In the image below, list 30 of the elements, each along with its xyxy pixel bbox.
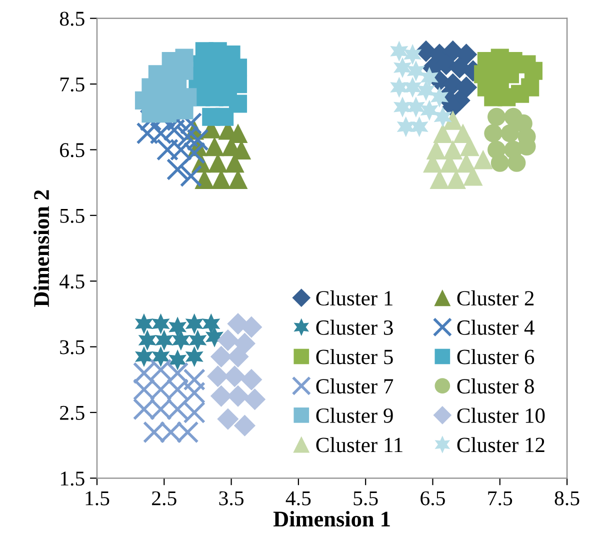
legend-label: Cluster 12 (457, 437, 544, 452)
y-tick-label: 8.5 (60, 12, 84, 26)
x-tick-label: 1.5 (86, 491, 110, 506)
legend-label: Cluster 7 (316, 378, 394, 394)
y-tick-label: 3.5 (60, 340, 84, 354)
y-tick-label: 5.5 (60, 208, 84, 223)
x-axis-title: Dimension 1 (273, 510, 390, 527)
x-tick-label: 5.5 (354, 491, 378, 506)
legend-label: Cluster 1 (316, 290, 392, 306)
x-tick-label: 3.5 (219, 491, 244, 506)
y-axis-title: Dimension 2 (33, 190, 50, 307)
x-tick-label: 6.5 (420, 491, 445, 506)
legend-label: Cluster 8 (457, 378, 534, 394)
legend-label: Cluster 9 (316, 408, 393, 423)
x-tick-label: 7.5 (488, 491, 512, 506)
x-tick-label: 4.5 (286, 491, 311, 506)
legend-label: Cluster 2 (457, 290, 534, 306)
y-tick-label: 1.5 (60, 472, 84, 486)
legend-label: Cluster 5 (316, 349, 393, 364)
legend-label: Cluster 10 (457, 408, 545, 423)
y-tick-label: 4.5 (60, 274, 84, 289)
legend-label: Cluster 3 (316, 320, 393, 335)
legend-label: Cluster 6 (457, 349, 534, 364)
x-tick-label: 2.5 (152, 491, 176, 506)
legend-label: Cluster 11 (316, 437, 402, 452)
x-tick-label: 8.5 (554, 491, 580, 506)
legend-label: Cluster 4 (457, 320, 534, 335)
y-tick-label: 2.5 (60, 406, 84, 420)
y-tick-label: 7.5 (60, 78, 84, 92)
y-tick-label: 6.5 (60, 143, 84, 158)
